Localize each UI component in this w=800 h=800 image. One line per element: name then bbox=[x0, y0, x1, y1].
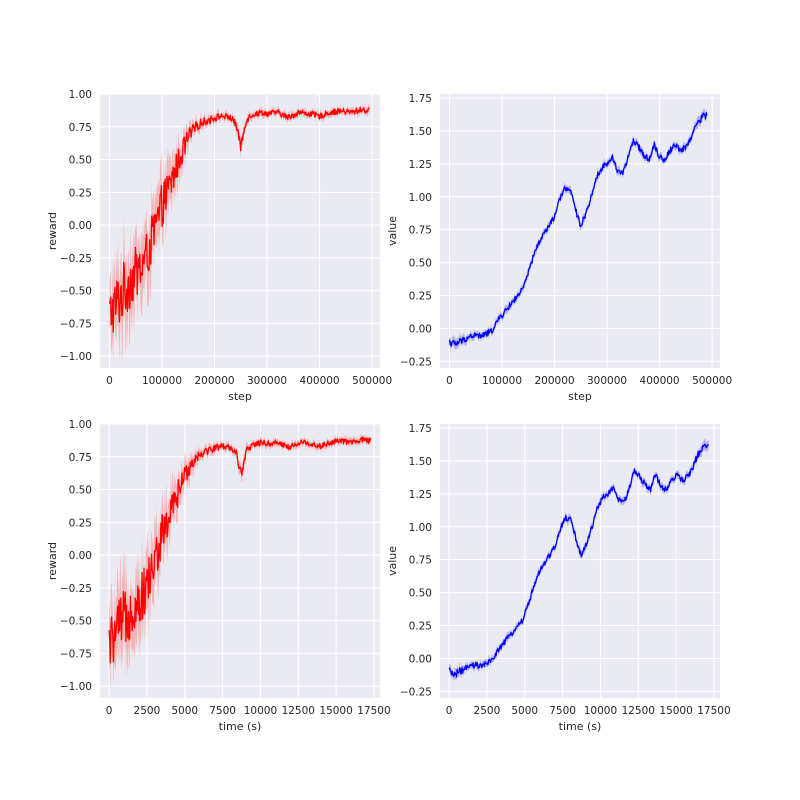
y-tick-label: 1.50 bbox=[409, 126, 432, 138]
y-tick-label: 0.50 bbox=[69, 155, 92, 167]
y-tick-label: 0.00 bbox=[69, 550, 92, 562]
y-tick-label: 0.50 bbox=[409, 588, 432, 600]
x-tick-label: 0 bbox=[446, 375, 453, 387]
y-axis-label: reward bbox=[46, 212, 59, 250]
x-tick-label: 12500 bbox=[282, 705, 315, 717]
y-tick-label: −1.00 bbox=[60, 351, 92, 363]
plot-area bbox=[440, 94, 720, 368]
y-axis-label: reward bbox=[46, 542, 59, 580]
x-tick-label: 0 bbox=[106, 705, 113, 717]
y-tick-label: −0.25 bbox=[60, 253, 92, 265]
y-tick-label: −0.50 bbox=[60, 616, 92, 628]
y-tick-label: −1.00 bbox=[60, 681, 92, 693]
plot-area bbox=[440, 424, 720, 698]
x-tick-label: 300000 bbox=[247, 375, 287, 387]
y-tick-label: −0.75 bbox=[60, 648, 92, 660]
x-tick-label: 0 bbox=[446, 705, 453, 717]
x-tick-label: 15000 bbox=[319, 705, 352, 717]
series-line bbox=[448, 112, 708, 347]
x-tick-label: 2500 bbox=[134, 705, 161, 717]
y-tick-label: −0.75 bbox=[60, 318, 92, 330]
value-time-chart: 0 2500 5000 7500 10000 12500 15000 17500 −0.25 0.… bbox=[386, 423, 731, 733]
x-tick-label: 17500 bbox=[357, 705, 390, 717]
y-tick-label: 0.25 bbox=[69, 187, 92, 199]
x-tick-label: 500000 bbox=[352, 375, 392, 387]
series-line bbox=[108, 436, 372, 664]
x-axis-label: time (s) bbox=[219, 720, 262, 733]
x-axis-label: step bbox=[568, 390, 592, 403]
series-line bbox=[448, 443, 710, 678]
y-tick-label: 1.00 bbox=[69, 89, 92, 101]
y-tick-label: 1.00 bbox=[409, 522, 432, 534]
y-tick-label: 0.75 bbox=[69, 122, 92, 134]
y-tick-label: 0.25 bbox=[69, 517, 92, 529]
x-tick-label: 5000 bbox=[171, 705, 198, 717]
series-line bbox=[108, 106, 370, 333]
x-tick-label: 7500 bbox=[209, 705, 236, 717]
y-tick-label: 1.00 bbox=[409, 192, 432, 204]
x-tick-label: 300000 bbox=[587, 375, 627, 387]
y-tick-label: 0.50 bbox=[409, 258, 432, 270]
y-tick-label: 0.25 bbox=[409, 621, 432, 633]
x-tick-label: 15000 bbox=[659, 705, 692, 717]
x-tick-label: 10000 bbox=[244, 705, 277, 717]
y-tick-label: −0.25 bbox=[60, 583, 92, 595]
y-tick-label: −0.50 bbox=[60, 286, 92, 298]
x-axis-label: time (s) bbox=[559, 720, 602, 733]
y-tick-label: 1.25 bbox=[409, 489, 432, 501]
y-tick-label: 0.00 bbox=[409, 653, 432, 665]
y-tick-label: 1.50 bbox=[409, 456, 432, 468]
x-tick-label: 400000 bbox=[300, 375, 340, 387]
value-step-chart: 0 100000 200000 300000 400000 500000 −0.25 0.00… bbox=[386, 93, 732, 403]
y-tick-label: −0.25 bbox=[400, 356, 432, 368]
x-tick-label: 100000 bbox=[482, 375, 522, 387]
x-tick-label: 400000 bbox=[640, 375, 680, 387]
x-tick-label: 0 bbox=[106, 375, 113, 387]
x-tick-label: 5000 bbox=[511, 705, 538, 717]
y-tick-label: 0.75 bbox=[409, 225, 432, 237]
reward-time-chart: 0 2500 5000 7500 10000 12500 15000 17500 −1.00 −0… bbox=[46, 419, 391, 733]
y-axis-label: value bbox=[386, 216, 399, 246]
x-tick-label: 500000 bbox=[692, 375, 732, 387]
y-tick-label: −0.25 bbox=[400, 686, 432, 698]
x-tick-label: 2500 bbox=[474, 705, 501, 717]
y-tick-label: 1.00 bbox=[69, 419, 92, 431]
y-tick-label: 1.25 bbox=[409, 159, 432, 171]
x-tick-label: 10000 bbox=[584, 705, 617, 717]
y-tick-label: 0.50 bbox=[69, 485, 92, 497]
y-tick-label: 0.75 bbox=[409, 555, 432, 567]
reward-step-chart: 0 100000 200000 300000 400000 500000 −1.00 −0.7… bbox=[46, 89, 392, 403]
x-tick-label: 7500 bbox=[549, 705, 576, 717]
y-tick-label: 0.00 bbox=[69, 220, 92, 232]
x-tick-label: 17500 bbox=[697, 705, 730, 717]
x-tick-label: 100000 bbox=[142, 375, 182, 387]
x-tick-label: 200000 bbox=[534, 375, 574, 387]
x-tick-label: 12500 bbox=[622, 705, 655, 717]
y-tick-label: 0.25 bbox=[409, 291, 432, 303]
y-tick-label: 1.75 bbox=[409, 93, 432, 105]
y-tick-label: 0.00 bbox=[409, 323, 432, 335]
x-tick-label: 200000 bbox=[194, 375, 234, 387]
y-tick-label: 1.75 bbox=[409, 423, 432, 435]
y-axis-label: value bbox=[386, 546, 399, 576]
x-axis-label: step bbox=[228, 390, 252, 403]
y-tick-label: 0.75 bbox=[69, 452, 92, 464]
